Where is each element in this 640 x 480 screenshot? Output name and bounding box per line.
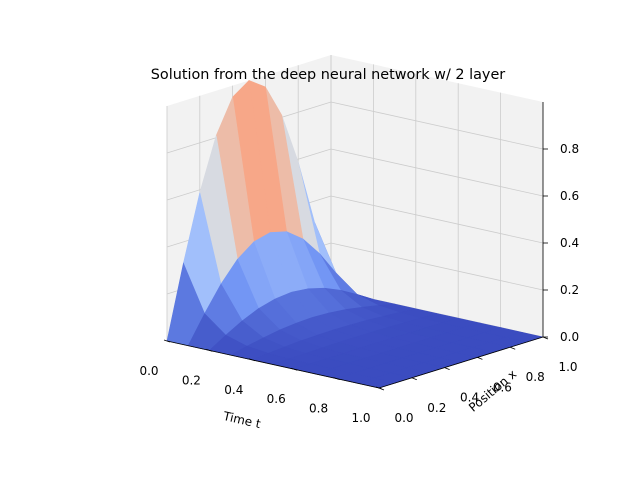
y-tick-label: 0.4 [460, 391, 479, 405]
axis-lines [163, 102, 549, 391]
z-tick-label: 0.4 [560, 236, 579, 250]
x-tick-label: 0.2 [182, 373, 201, 387]
z-tick-label: 0.6 [560, 189, 579, 203]
chart-title: Solution from the deep neural network w/… [151, 67, 506, 83]
z-tick-label: 0.2 [560, 283, 579, 297]
y-tick-label: 0.2 [427, 401, 446, 415]
y-tick-label: 0.6 [493, 380, 512, 394]
grid-line-z-back [330, 101, 544, 150]
z-tick-label: 0.0 [560, 330, 579, 344]
x-tick-mark [333, 377, 340, 380]
x-tick-mark [248, 358, 255, 362]
x-tick-label: 0.8 [309, 402, 328, 416]
x-tick-mark [291, 367, 298, 371]
y-tick-mark [510, 346, 516, 350]
tick-labels: 0.0 0.2 0.4 0.6 0.8 1.0 0.0 0.2 0.4 0.6 0.8 1.0 0.0 0… [139, 142, 579, 425]
grid-line-z-back [330, 148, 544, 197]
y-tick-mark [477, 357, 483, 360]
x-tick-mark [206, 349, 213, 352]
grid-line-z-back [330, 195, 544, 244]
x-tick-label: 0.6 [267, 392, 286, 406]
z-tick-label: 0.8 [560, 142, 579, 156]
y-tick-mark [378, 387, 385, 391]
grid-line-z-back [330, 242, 544, 291]
y-tick-label: 0.0 [394, 411, 413, 425]
x-tick-label: 0.4 [224, 383, 243, 397]
x-axis-line [166, 340, 380, 389]
x-tick-label: 0.0 [139, 364, 158, 378]
x-tick-mark [163, 339, 171, 343]
x-axis-label: Time t [221, 409, 262, 431]
x-tick-label: 1.0 [351, 411, 370, 425]
y-tick-label: 0.8 [526, 370, 545, 384]
y-axis-line [378, 336, 544, 389]
back-pane [331, 55, 543, 337]
y-tick-mark [444, 367, 450, 370]
y-tick-mark [411, 377, 417, 381]
y-tick-label: 1.0 [558, 360, 577, 374]
